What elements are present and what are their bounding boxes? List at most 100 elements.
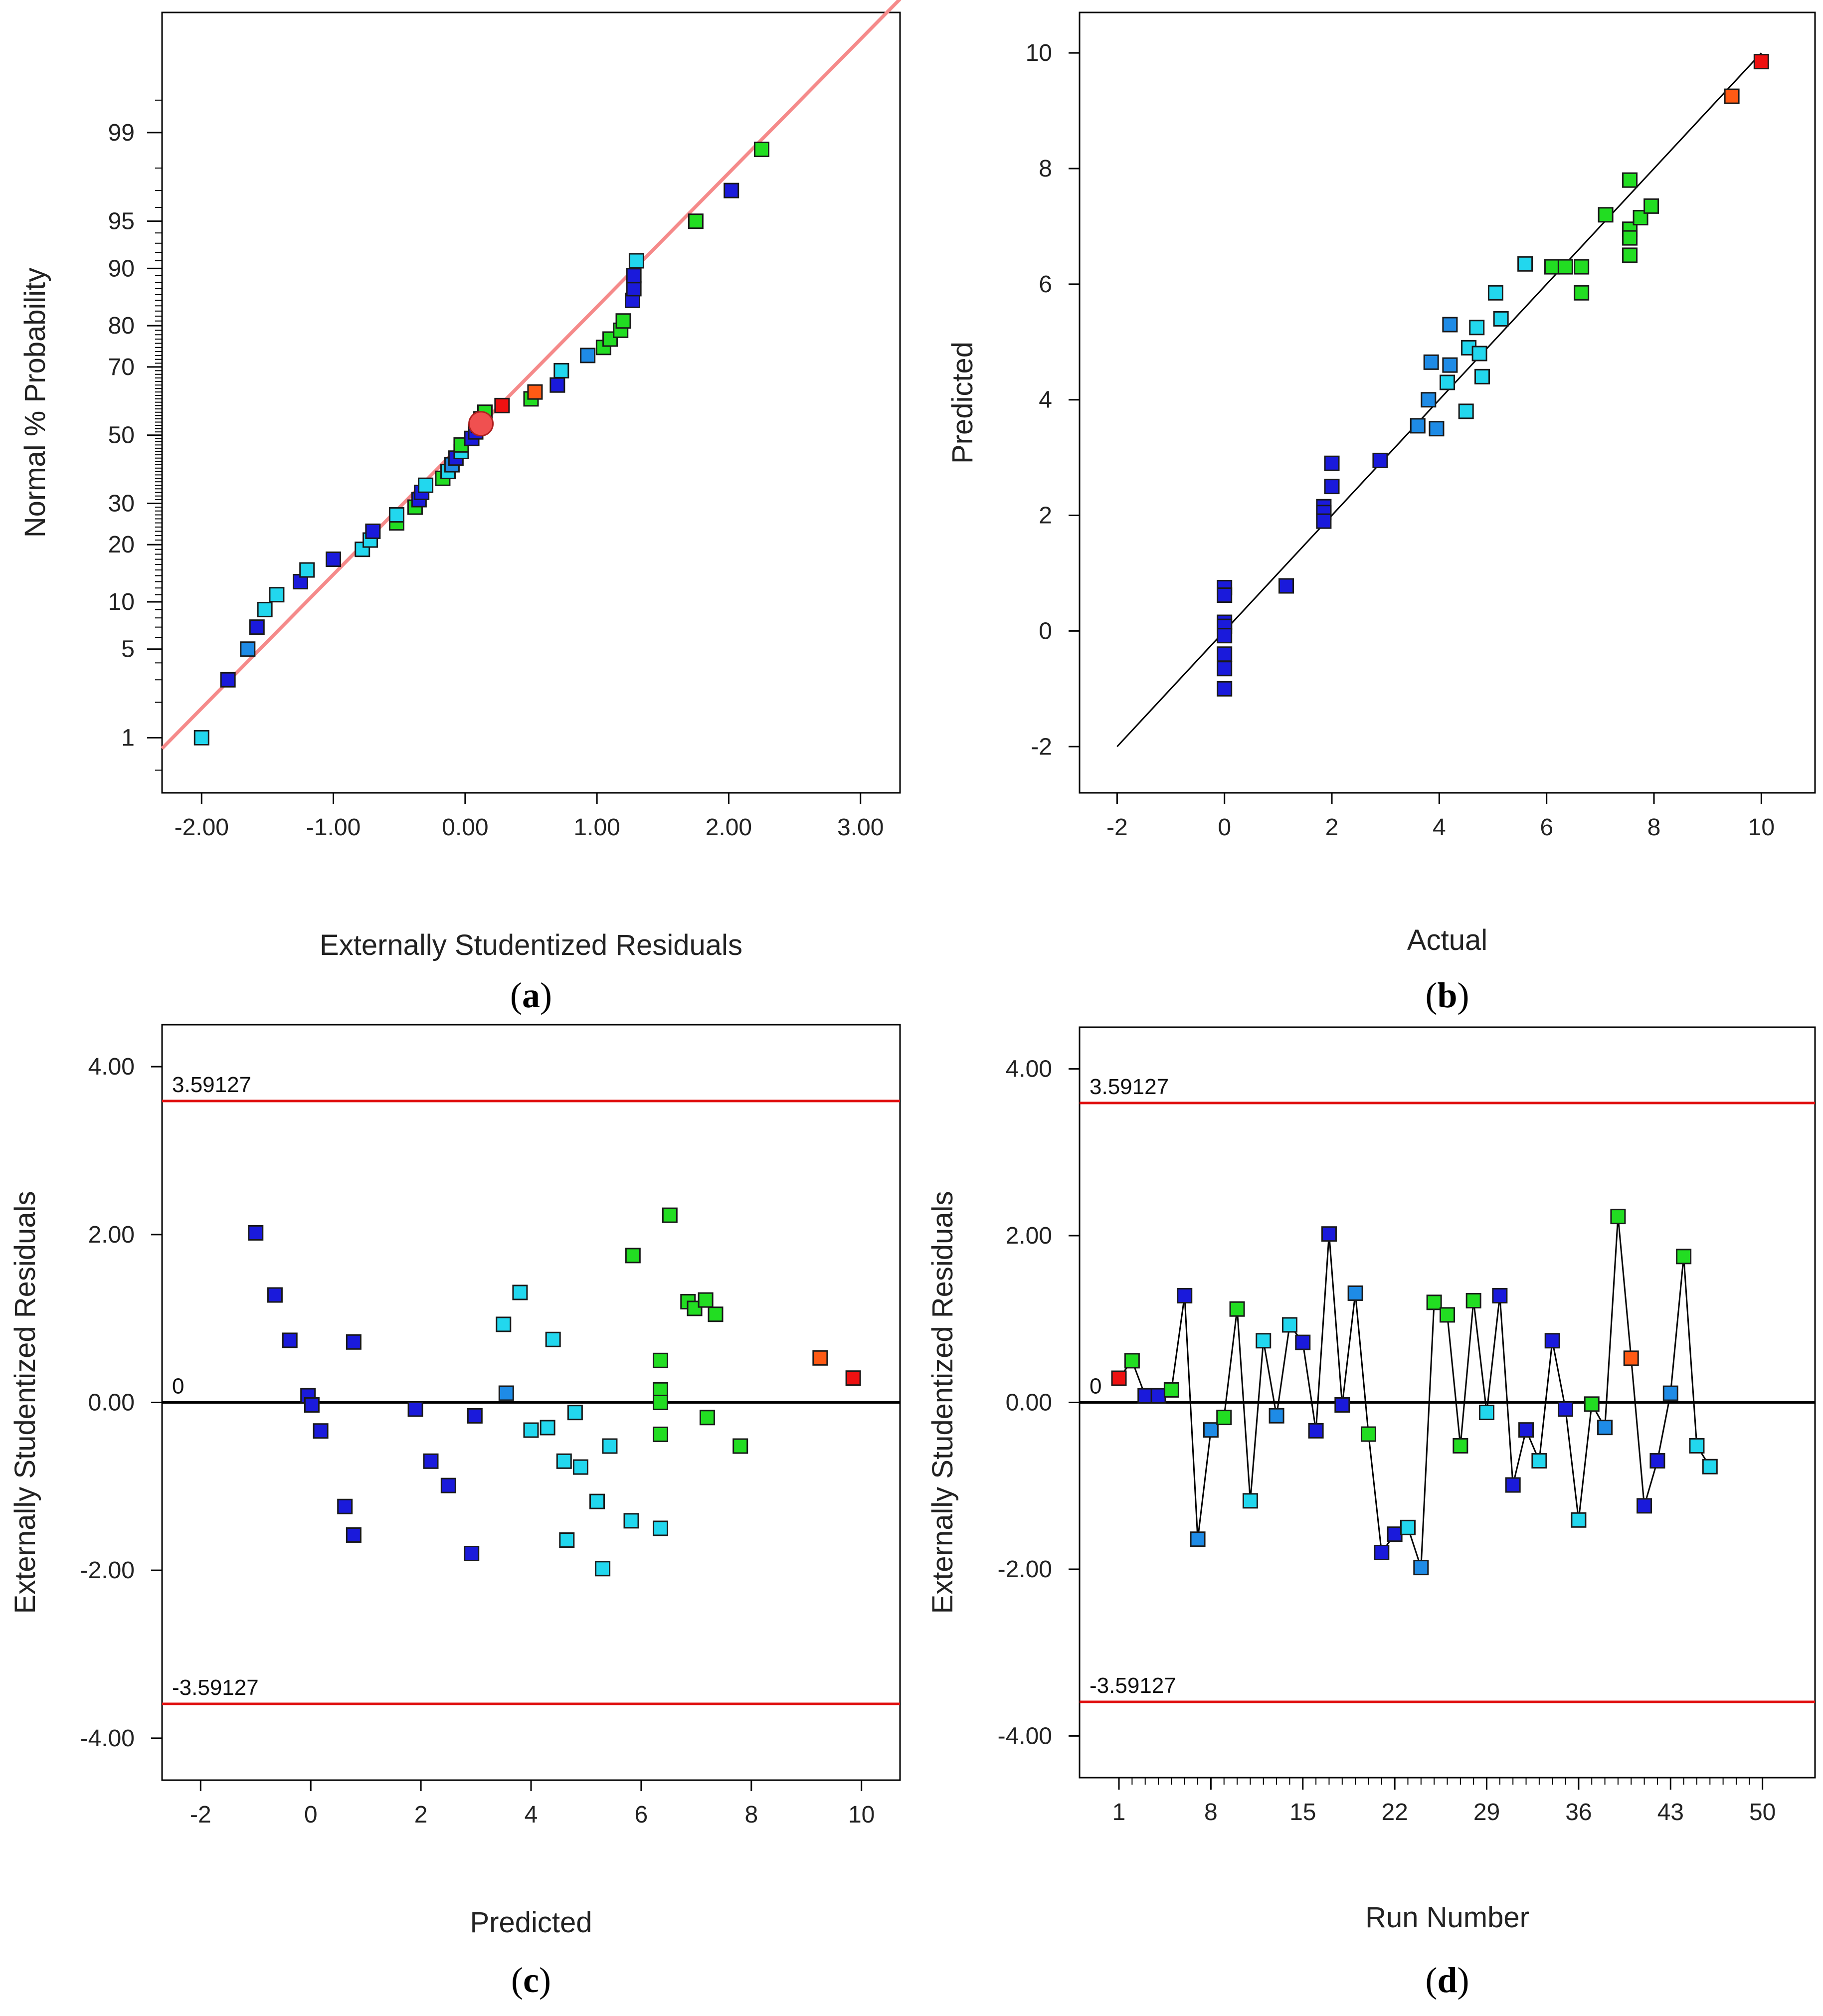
data-point-c — [845, 1370, 861, 1386]
data-point-d — [1150, 1388, 1166, 1404]
data-point-c — [496, 1316, 512, 1332]
data-point-d — [1571, 1512, 1587, 1528]
x-tick-label-d: 15 — [1289, 1799, 1316, 1826]
data-point-d — [1281, 1317, 1297, 1333]
zero-label-d: 0 — [1090, 1374, 1101, 1399]
data-point-a — [580, 348, 596, 364]
y-axis-label-d: Externally Studentized Residuals — [926, 1191, 959, 1614]
x-tick-label-d: 36 — [1565, 1799, 1592, 1826]
data-point-b — [1429, 421, 1445, 437]
highlight-point-a — [468, 411, 494, 437]
data-point-d — [1242, 1493, 1258, 1509]
y-axis-label-c: Externally Studentized Residuals — [9, 1191, 41, 1614]
data-point-b — [1544, 259, 1560, 275]
plot-frame-b — [1079, 11, 1816, 794]
data-point-c — [346, 1527, 362, 1543]
zero-label-c: 0 — [172, 1374, 184, 1399]
data-point-b — [1471, 346, 1487, 362]
data-point-a — [269, 587, 285, 603]
data-point-c — [407, 1401, 423, 1417]
y-tick-label-c: 2.00 — [88, 1222, 135, 1248]
data-point-b — [1622, 172, 1638, 188]
data-point-d — [1676, 1249, 1692, 1265]
data-point-d — [1190, 1531, 1206, 1547]
data-point-c — [572, 1459, 588, 1475]
data-point-d — [1163, 1382, 1179, 1398]
data-point-b — [1278, 578, 1294, 594]
data-point-c — [812, 1350, 828, 1366]
y-tick-label-b: -2 — [1031, 733, 1052, 760]
x-tick-label-a: -2.00 — [175, 814, 229, 841]
data-point-b — [1469, 320, 1485, 336]
data-point-d — [1637, 1498, 1652, 1514]
data-point-d — [1662, 1385, 1678, 1401]
data-point-a — [626, 268, 642, 284]
data-point-b — [1574, 259, 1590, 275]
data-point-c — [304, 1397, 320, 1413]
data-point-d — [1610, 1209, 1626, 1225]
data-point-a — [626, 281, 642, 297]
data-point-c — [512, 1284, 528, 1300]
data-point-b — [1442, 357, 1458, 373]
data-point-d — [1111, 1370, 1127, 1386]
data-point-a — [240, 641, 256, 657]
panel-b: -2 0 2 4 6 8 10 -2 0 2 4 6 8 10 Actual Predicted — [946, 11, 1816, 956]
data-point-c — [653, 1352, 669, 1368]
data-point-a — [754, 142, 769, 158]
data-point-c — [653, 1395, 669, 1410]
x-axis-label-b: Actual — [1407, 924, 1487, 956]
x-tick-label-c: 0 — [304, 1802, 318, 1828]
x-tick-label-d: 29 — [1473, 1799, 1500, 1826]
data-point-b — [1724, 88, 1740, 104]
data-point-b — [1458, 403, 1474, 419]
data-point-d — [1229, 1301, 1245, 1317]
y-tick-label-a: 50 — [108, 422, 135, 449]
data-point-d — [1544, 1333, 1560, 1349]
x-tick-label-a: -1.00 — [306, 814, 361, 841]
x-axis-label-a: Externally Studentized Residuals — [320, 929, 742, 961]
y-axis-label-a: Normal % Probability — [19, 268, 51, 538]
y-tick-label-a: 5 — [121, 636, 135, 663]
run-sequence-line — [1118, 1216, 1711, 1568]
data-point-c — [595, 1561, 611, 1577]
data-point-c — [698, 1292, 714, 1308]
data-point-d — [1295, 1334, 1311, 1350]
upper-limit-label-c: 3.59127 — [172, 1073, 251, 1097]
y-tick-label-c: -4.00 — [80, 1725, 135, 1752]
data-point-c — [708, 1306, 724, 1322]
data-point-b — [1557, 259, 1573, 275]
panel-label-b: (b) — [1425, 975, 1469, 1015]
x-tick-label-b: 10 — [1748, 814, 1775, 841]
panel-a: -2.00 -1.00 0.00 1.00 2.00 3.00 1 5 10 20 30 50 70 80… — [19, 0, 902, 961]
data-point-c — [623, 1513, 639, 1529]
data-point-a — [688, 213, 704, 229]
data-point-c — [556, 1453, 572, 1469]
data-point-b — [1316, 513, 1332, 529]
data-point-b — [1474, 368, 1490, 384]
data-point-b — [1643, 198, 1659, 214]
data-point-b — [1410, 418, 1426, 434]
data-point-c — [545, 1331, 561, 1347]
data-point-b — [1493, 311, 1509, 327]
data-point-d — [1597, 1420, 1613, 1436]
data-point-a — [193, 730, 209, 745]
normal-reference-line — [161, 0, 902, 750]
data-point-a — [326, 551, 342, 567]
data-point-c — [653, 1382, 669, 1398]
data-point-c — [423, 1453, 439, 1469]
data-point-c — [699, 1410, 715, 1426]
panel-label-d: (d) — [1425, 1960, 1469, 2000]
data-point-c — [589, 1493, 605, 1509]
data-point-c — [559, 1532, 575, 1548]
y-tick-label-b: 8 — [1039, 156, 1052, 182]
lower-limit-label-d: -3.59127 — [1090, 1673, 1176, 1698]
data-point-d — [1453, 1438, 1468, 1454]
y-tick-label-d: 4.00 — [1006, 1056, 1052, 1083]
data-point-c — [653, 1426, 669, 1442]
y-tick-label-a: 99 — [108, 120, 135, 146]
data-point-b — [1574, 285, 1590, 301]
x-tick-label-b: -2 — [1106, 814, 1128, 841]
data-point-d — [1518, 1422, 1534, 1438]
data-point-d — [1256, 1333, 1272, 1349]
data-point-d — [1124, 1353, 1140, 1369]
